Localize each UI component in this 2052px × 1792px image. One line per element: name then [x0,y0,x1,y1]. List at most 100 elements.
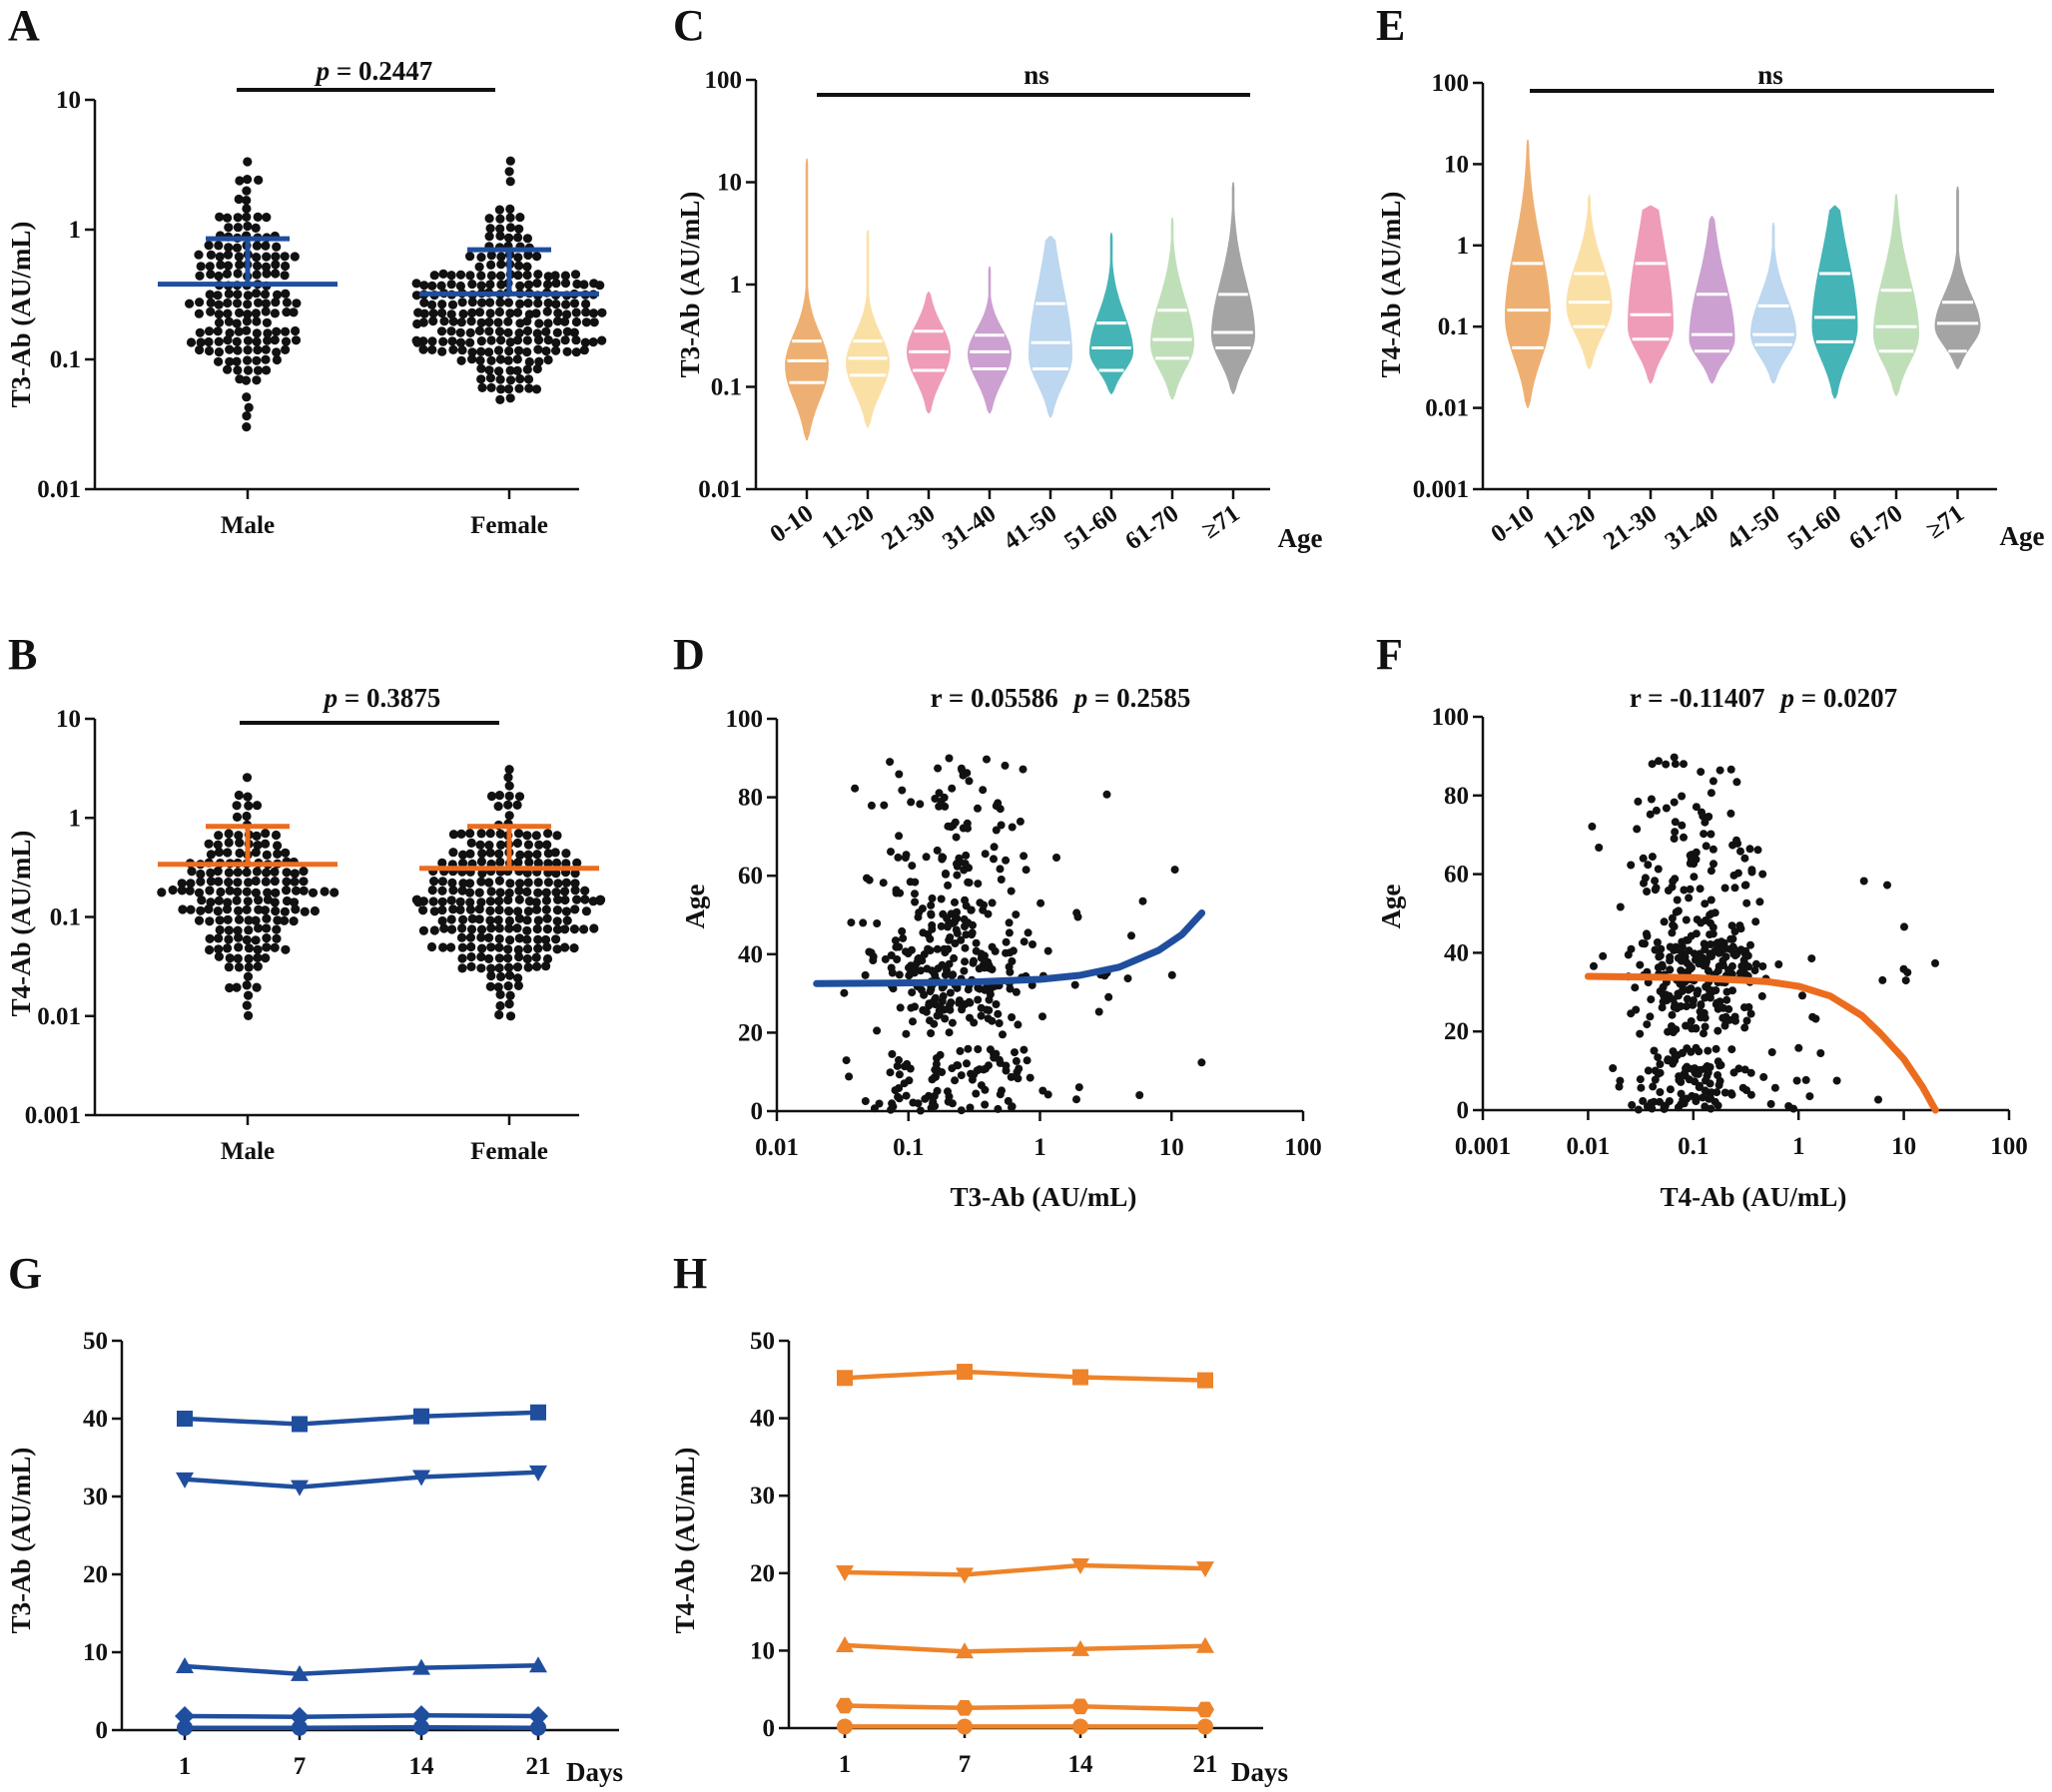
panel-d-data-point [886,1068,895,1077]
panel-b-data-point [476,877,486,887]
panel-d-data-point [952,833,961,842]
panel-a-data-point [522,347,532,357]
panel-b-data-point [234,932,244,942]
panel-d-data-point [887,848,895,857]
panel-a-data-point [206,250,216,260]
panel-b-data-point [495,888,505,897]
panel-e-xlabel: Age [2000,521,2045,551]
panel-a-data-point [457,345,467,355]
panel-f-data-point [1784,1102,1793,1110]
panel-f-data-point [1696,1007,1705,1016]
panel-b-data-point [289,916,299,926]
panel-a-data-point [224,243,234,253]
panel-a-x-tick-label: Female [470,512,548,539]
panel-h-marker-triangle-down [956,1567,974,1584]
panel-f-data-point [1643,1020,1652,1029]
panel-a-data-point [271,298,281,307]
panel-d-data-point [1123,974,1132,983]
panel-e-y-tick-label: 0.1 [1438,313,1469,340]
panel-d-y-tick-label: 60 [738,863,763,890]
panel-g-marker-triangle-down [176,1472,194,1489]
panel-d-data-point [1020,937,1028,946]
panel-a-data-point [467,307,477,317]
panel-d-data-point [1027,980,1036,989]
panel-e-violin-51-60 [1811,205,1858,399]
panel-a-data-point [515,299,525,308]
panel-b-data-point [457,923,467,933]
panel-d-r-value: r = 0.05586 [931,683,1058,713]
panel-d-data-point [917,985,926,994]
panel-c-xlabel: Age [1278,523,1323,553]
panel-b-data-point [204,839,214,849]
panel-d-data-point [1070,980,1079,989]
panel-e-violin-31-40 [1689,216,1735,384]
panel-b-data-point [534,840,544,850]
panel-a-data-point [456,317,466,327]
panel-d-data-point [994,799,1003,808]
panel-b-data-point [504,906,514,916]
panel-a-data-point [214,317,225,327]
panel-d-data-point [942,870,950,878]
panel-g-marker-circle [177,1719,193,1736]
panel-a-data-point [533,270,543,280]
panel-b-data-point [562,915,572,925]
panel-b-data-point [260,905,271,915]
panel-b-data-point [253,944,263,954]
panel-b-data-point [504,888,514,898]
panel-a-data-point [253,261,263,271]
panel-b-data-point [299,867,309,877]
panel-b-data-point [503,981,513,991]
panel-d-data-point [986,1045,995,1054]
panel-a-data-point [551,345,561,355]
panel-d-y-tick-label: 40 [738,941,763,968]
panel-a-data-point [429,271,439,281]
panel-f-ylabel: Age [1376,884,1406,928]
panel-d-data-point [983,755,991,764]
panel-a-data-point [438,336,448,346]
panel-f-data-point [1655,952,1664,961]
panel-f-fit-curve [1584,972,1939,1114]
panel-b-data-point [261,839,271,849]
panel-f-data-point [1732,778,1741,787]
panel-f-data-point [1656,1060,1665,1068]
panel-b-data-point [522,953,532,964]
panel-a-data-point [486,355,496,365]
panel-f-data-point [1740,1023,1749,1032]
panel-e-y-tick-label: 10 [1444,151,1469,178]
panel-g-y-tick-label: 0 [96,1717,109,1744]
panel-a-data-point [252,355,262,365]
panel-b-data-point [504,781,514,791]
panel-a-data-point [553,308,563,318]
panel-a-data-point [281,336,292,346]
panel-f-data-point [1707,867,1715,876]
panel-f-data-point [1742,1016,1751,1025]
panel-f-xlabel: T4-Ab (AU/mL) [1661,1182,1847,1212]
panel-a-data-point [281,344,291,354]
panel-f-data-point [1696,949,1705,958]
panel-b-data-point [281,944,291,954]
panel-f-data-point [1740,854,1749,863]
panel-f-data-point [1931,958,1939,967]
panel-a-data-point [224,223,234,233]
panel-a-data-point [579,280,589,290]
panel-b-data-point [464,879,475,889]
panel-b-data-point [242,1000,252,1010]
panel-b-data-point [214,877,224,887]
panel-b-data-point [262,933,272,943]
panel-b-data-point [503,895,513,905]
panel-d-data-point [1026,1073,1034,1082]
panel-b-data-point [514,951,524,962]
panel-d-data-point [907,1003,916,1012]
panel-d-data-point [972,938,981,947]
panel-a-data-point [447,336,457,346]
panel-b-data-point [477,943,487,953]
panel-f-data-point [1666,1085,1675,1094]
panel-d-data-point [930,1091,939,1100]
panel-d-data-point [975,964,984,973]
panel-b-data-point [242,811,252,822]
panel-b-data-point [514,895,524,904]
panel-a-data-point [223,308,233,318]
panel-f-x-tick-label: 0.01 [1567,1133,1611,1160]
panel-d-data-point [915,908,924,917]
panel-b-data-point [523,840,534,850]
